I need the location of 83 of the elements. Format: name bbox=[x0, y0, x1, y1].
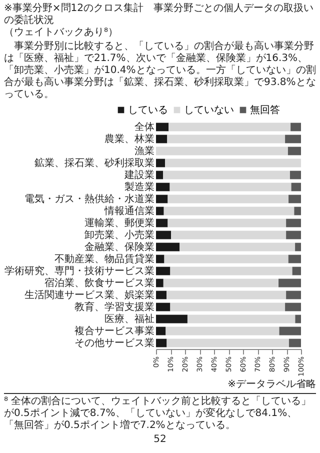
bar bbox=[163, 170, 290, 180]
y-tick-label: 生活関連サービス業、娯楽業 bbox=[24, 289, 154, 301]
bar bbox=[288, 254, 301, 264]
bar bbox=[285, 134, 301, 144]
bar bbox=[288, 194, 301, 204]
bar bbox=[285, 302, 301, 312]
bar bbox=[156, 326, 166, 336]
bar bbox=[166, 326, 280, 336]
y-tick-label: 運輸業、郵便業 bbox=[84, 217, 154, 229]
bar bbox=[288, 338, 301, 348]
bar bbox=[156, 230, 172, 240]
bar bbox=[288, 146, 301, 156]
bar bbox=[170, 302, 286, 312]
y-tick-label: 不動産業、物品賃貸業 bbox=[54, 253, 154, 265]
bar bbox=[167, 134, 286, 144]
bar bbox=[156, 158, 165, 168]
bar bbox=[279, 326, 301, 336]
bar bbox=[156, 278, 164, 288]
bar bbox=[291, 182, 301, 192]
bar bbox=[290, 122, 301, 132]
bar bbox=[163, 278, 279, 288]
bar bbox=[156, 182, 170, 192]
bar bbox=[164, 206, 294, 216]
bar bbox=[168, 122, 291, 132]
bar bbox=[156, 134, 168, 144]
bar bbox=[156, 290, 167, 300]
y-tick-label: その他サービス業 bbox=[74, 337, 154, 349]
bar bbox=[292, 266, 301, 276]
text: ⁸ 全体の割合について、ウェイトバック前と比較すると「している」が0.5ポイント減で8.7%、「していない」が変化なしで84.1%、「無回答」が0.5ポイント増で7.2%となっている。 bbox=[4, 393, 316, 432]
bar bbox=[156, 254, 164, 264]
text: ※データラベル省略 bbox=[226, 379, 316, 391]
bar bbox=[156, 338, 167, 348]
legend-label: 無回答 bbox=[250, 104, 280, 116]
chart-title: ※事業分野×問12のクロス集計 事業分野ごとの個人データの取扱いの委託状況 bbox=[4, 3, 314, 27]
y-tick-label: 金融業、保険業 bbox=[84, 241, 154, 253]
y-tick-label: 農業、林業 bbox=[104, 133, 154, 145]
bar bbox=[295, 314, 301, 324]
bar bbox=[156, 194, 168, 204]
bar bbox=[278, 278, 301, 288]
text: 52 bbox=[152, 434, 168, 446]
bar bbox=[286, 290, 301, 300]
bar bbox=[156, 206, 164, 216]
bar bbox=[156, 218, 168, 228]
bar bbox=[164, 254, 288, 264]
bar bbox=[170, 182, 292, 192]
bar bbox=[156, 170, 164, 180]
y-tick-label: 漁業 bbox=[134, 145, 154, 157]
bar bbox=[164, 158, 301, 168]
bar bbox=[156, 266, 170, 276]
y-tick-label: 複合サービス事業 bbox=[74, 325, 154, 337]
y-tick-label: 製造業 bbox=[124, 181, 154, 193]
legend-label: していない bbox=[184, 105, 234, 116]
bar bbox=[180, 242, 296, 252]
bar bbox=[286, 218, 301, 228]
bar bbox=[168, 194, 289, 204]
y-tick-label: 宿泊業、飲食サービス業 bbox=[44, 277, 154, 289]
bar bbox=[286, 230, 301, 240]
y-tick-label: 全体 bbox=[134, 121, 154, 133]
bar bbox=[166, 338, 289, 348]
bar bbox=[168, 218, 286, 228]
y-tick-label: 電気・ガス・熱供給・水道業 bbox=[24, 193, 154, 205]
bar bbox=[166, 290, 286, 300]
y-tick-label: 情報通信業 bbox=[104, 205, 154, 217]
y-tick-label: 卸売業、小売業 bbox=[84, 229, 154, 241]
bar bbox=[156, 122, 169, 132]
bar bbox=[187, 314, 296, 324]
y-tick-label: 鉱業、採石業、砂利採取業 bbox=[34, 157, 154, 169]
bar bbox=[156, 242, 180, 252]
bar bbox=[290, 170, 301, 180]
y-tick-label: 医療、福祉 bbox=[104, 313, 154, 325]
legend-label: している bbox=[128, 105, 168, 116]
bar bbox=[156, 146, 288, 156]
bar bbox=[294, 206, 301, 216]
bar bbox=[156, 302, 170, 312]
y-tick-label: 建設業 bbox=[124, 169, 154, 181]
bar bbox=[295, 242, 301, 252]
bar bbox=[171, 230, 286, 240]
text: 事業分野別に比較すると、「している」の割合が最も高い事業分野は「医療、福祉」で21.7%、次いで「金融業、保険業」が16.3%、「卸売業、小売業」が10.4%となっている。一方「していない」の割合が最も高い事業分野は「鉱業、採石業、砂利採取業」で93.8%となっている。 bbox=[4, 41, 316, 101]
y-tick-label: 学術研究、専門・技術サービス業 bbox=[4, 265, 154, 277]
bar bbox=[170, 266, 292, 276]
bar bbox=[156, 314, 188, 324]
y-tick-label: 教育、学習支援業 bbox=[74, 301, 154, 313]
text: （ウェイトバックあり⁸） bbox=[4, 27, 120, 39]
